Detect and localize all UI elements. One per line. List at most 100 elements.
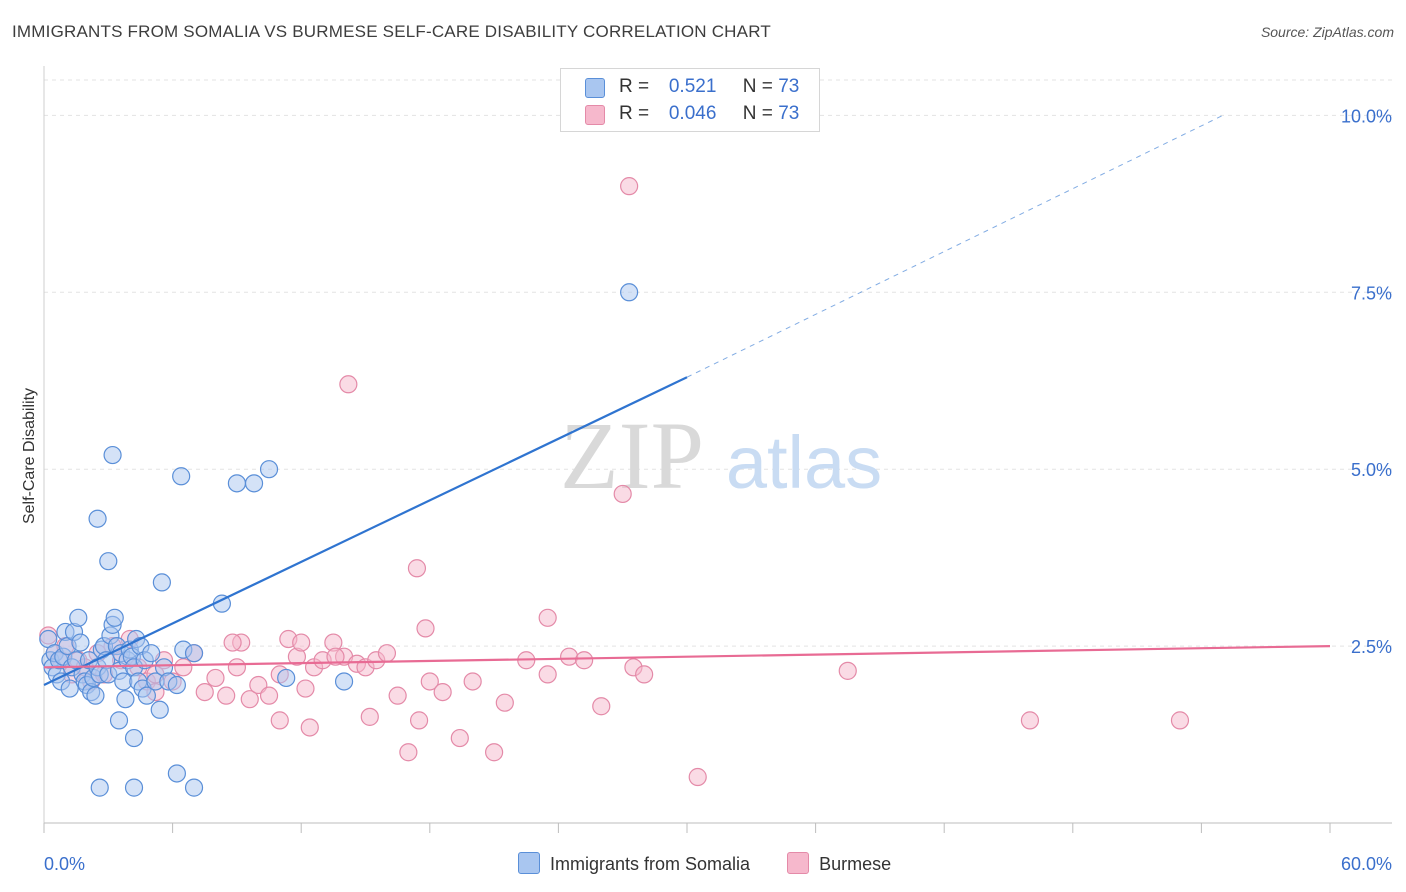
burmese-point-69 [450,728,469,748]
burmese-point-54 [613,484,632,504]
burmese-point-66 [300,718,319,737]
burmese-point-43 [416,619,435,638]
burmese-point-61 [620,177,639,196]
somalia-point-62 [244,474,264,493]
x-tick-label-min: 0.0% [44,854,85,874]
y-tick-label-0: 2.5% [1351,637,1392,657]
burmese-point-58 [838,661,857,680]
trend-lines [43,114,1331,687]
burmese-point-25 [240,690,259,709]
somalia-point-46 [137,686,156,705]
somalia-point-67 [90,778,109,797]
somalia-point-14 [69,608,88,627]
grid-lines [44,79,1392,647]
somalia-point-55 [88,509,107,528]
somalia-point-56 [99,552,118,571]
watermark-zip: ZIP [560,402,704,509]
somalia-point-54 [184,644,204,663]
burmese-point-60 [1170,711,1190,730]
burmese-point-57 [688,767,707,787]
burmese-point-41 [399,743,418,762]
burmese-point-20 [195,682,214,702]
tick-labels: 2.5% 5.0% 7.5% 10.0% 0.0% 60.0% [44,106,1392,874]
watermark: ZIP atlas [560,402,882,509]
correlation-legend: R = 0.521 N = 73 R = 0.046 N = 73 [560,68,820,132]
burmese-point-67 [360,707,379,726]
burmese-point-40 [388,686,407,705]
burmese-point-22 [217,686,236,705]
legend-item-somalia: Immigrants from Somalia [518,852,750,875]
legend-item-burmese: Burmese [787,852,891,875]
chart-title: IMMIGRANTS FROM SOMALIA VS BURMESE SELF-… [12,22,771,41]
burmese-point-71 [292,633,311,652]
legend-somalia-swatch [518,852,540,874]
burmese-n-label: N = [742,103,773,124]
burmese-point-47 [485,743,504,762]
burmese-point-48 [495,693,514,712]
somalia-r-value: 0.521 [668,76,717,97]
somalia-point-65 [334,672,354,691]
burmese-point-31 [296,679,315,698]
burmese-point-18 [174,658,193,677]
somalia-trend-extension [686,114,1224,378]
somalia-point-59 [172,467,191,486]
burmese-swatch [585,105,605,125]
somalia-points [39,283,639,797]
legend-burmese-label: Burmese [819,854,892,874]
burmese-point-63 [538,608,557,627]
somalia-n-value: 73 [778,76,800,97]
somalia-point-49 [150,700,169,719]
burmese-r-value: 0.046 [668,103,717,124]
burmese-point-23 [227,658,246,677]
burmese-point-44 [420,672,439,691]
somalia-point-66 [620,283,639,302]
somalia-point-52 [167,675,186,695]
burmese-point-21 [206,668,225,688]
burmese-r-label: R = [619,103,650,124]
somalia-point-68 [124,778,144,797]
source-label: Source: ZipAtlas.com [1260,24,1394,40]
y-tick-label-1: 5.0% [1351,460,1392,480]
somalia-trend-line [43,376,688,687]
somalia-point-57 [103,445,122,465]
somalia-point-64 [277,668,296,688]
somalia-point-47 [142,644,161,663]
somalia-point-58 [152,573,171,592]
somalia-point-31 [105,608,124,627]
somalia-swatch [585,78,605,98]
somalia-n-label: N = [742,76,773,97]
somalia-point-22 [86,686,105,705]
somalia-point-72 [124,728,144,748]
legend-burmese-swatch [787,852,810,874]
somalia-point-61 [227,474,246,493]
burmese-point-68 [409,711,429,730]
burmese-point-39 [377,644,397,663]
somalia-point-15 [71,633,90,652]
legend-somalia-label: Immigrants from Somalia [550,854,751,874]
y-axis-label: Self-Care Disability [21,388,38,524]
burmese-point-72 [326,647,345,666]
burmese-point-59 [1020,711,1040,730]
burmese-point-45 [433,682,452,702]
burmese-point-53 [592,697,611,716]
burmese-point-42 [407,559,427,578]
somalia-point-69 [167,764,186,783]
burmese-point-51 [575,651,594,670]
somalia-r-label: R = [619,76,650,97]
x-tick-label-max: 60.0% [1341,854,1392,874]
axes [43,66,1392,833]
burmese-trend-line [43,644,1331,669]
y-tick-label-2: 7.5% [1351,283,1392,303]
somalia-point-36 [116,690,135,709]
watermark-atlas: atlas [726,421,882,504]
burmese-point-65 [270,711,289,730]
burmese-point-52 [538,665,557,684]
burmese-point-46 [463,672,482,691]
burmese-point-56 [635,665,654,684]
somalia-point-63 [259,460,279,479]
somalia-point-71 [109,711,129,730]
series-legend: Immigrants from Somalia Burmese [518,852,923,875]
y-tick-label-3: 10.0% [1341,106,1392,126]
burmese-point-62 [339,375,358,394]
